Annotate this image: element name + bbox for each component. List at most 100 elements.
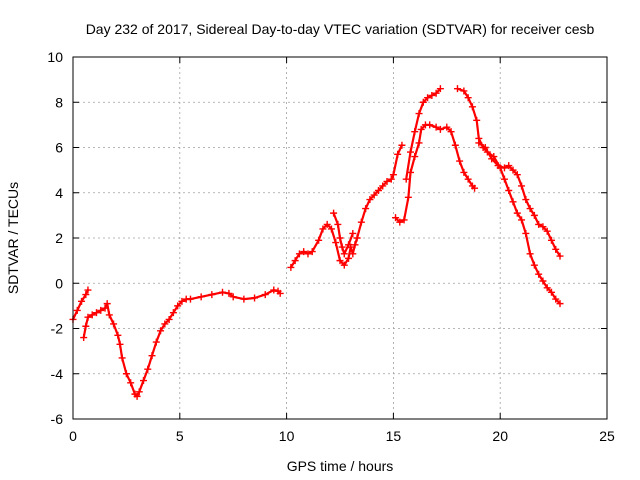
data-point bbox=[315, 236, 323, 244]
data-point bbox=[97, 306, 105, 314]
data-point bbox=[174, 302, 182, 310]
data-point bbox=[133, 392, 141, 400]
y-tick-label: 8 bbox=[55, 94, 63, 110]
data-point bbox=[402, 175, 410, 183]
data-point bbox=[518, 216, 526, 224]
data-point bbox=[135, 388, 143, 396]
data-point bbox=[530, 261, 538, 269]
data-point bbox=[394, 150, 402, 158]
data-point bbox=[389, 171, 397, 179]
x-tick-label: 15 bbox=[386, 428, 402, 444]
data-point bbox=[543, 284, 551, 292]
tick-layer: 0 5 10 15 20 25 -6 -4 -2 0 2 4 6 8 10 bbox=[47, 49, 615, 444]
data-point bbox=[500, 164, 508, 172]
data-point bbox=[276, 289, 284, 297]
data-point bbox=[415, 139, 423, 147]
data-point bbox=[327, 225, 335, 233]
data-point bbox=[509, 198, 517, 206]
y-tick-label: 6 bbox=[55, 140, 63, 156]
data-point bbox=[186, 295, 194, 303]
data-point bbox=[345, 241, 353, 249]
data-point bbox=[526, 205, 534, 213]
data-point bbox=[464, 175, 472, 183]
data-point bbox=[165, 315, 173, 323]
data-point bbox=[419, 98, 427, 106]
data-point bbox=[417, 125, 425, 133]
data-point bbox=[101, 304, 109, 312]
data-point bbox=[436, 125, 444, 133]
data-point bbox=[116, 340, 124, 348]
series-arc-5 bbox=[392, 121, 479, 226]
data-point bbox=[118, 354, 126, 362]
data-point bbox=[411, 128, 419, 136]
data-point bbox=[300, 248, 308, 256]
data-point bbox=[340, 261, 348, 269]
data-point bbox=[488, 155, 496, 163]
data-point bbox=[424, 94, 432, 102]
series-line bbox=[82, 288, 282, 398]
data-point bbox=[556, 252, 564, 260]
data-point bbox=[522, 229, 530, 237]
data-point bbox=[509, 166, 517, 174]
data-point bbox=[383, 177, 391, 185]
data-point bbox=[270, 286, 278, 294]
data-point bbox=[308, 248, 316, 256]
data-point bbox=[370, 191, 378, 199]
series-line bbox=[456, 87, 562, 305]
data-point bbox=[518, 182, 526, 190]
data-point bbox=[114, 331, 122, 339]
data-point bbox=[148, 352, 156, 360]
data-point bbox=[219, 288, 227, 296]
data-point bbox=[345, 254, 353, 262]
data-point bbox=[88, 311, 96, 319]
y-tick-label: 10 bbox=[47, 49, 63, 65]
series-arc-7 bbox=[453, 85, 564, 308]
data-point bbox=[161, 320, 169, 328]
data-point bbox=[475, 139, 483, 147]
series-line bbox=[477, 141, 562, 258]
data-point bbox=[411, 153, 419, 161]
data-point bbox=[443, 123, 451, 131]
data-point bbox=[396, 218, 404, 226]
data-point bbox=[122, 370, 130, 378]
data-point bbox=[505, 186, 513, 194]
data-point bbox=[304, 250, 312, 258]
data-point bbox=[481, 144, 489, 151]
data-point bbox=[225, 289, 233, 297]
data-point bbox=[152, 338, 160, 346]
data-point bbox=[362, 205, 370, 213]
data-point bbox=[82, 322, 90, 330]
data-point bbox=[208, 291, 216, 299]
data-point bbox=[543, 227, 551, 235]
y-tick-label: -6 bbox=[51, 411, 64, 427]
series-line bbox=[394, 123, 476, 224]
data-point bbox=[349, 229, 357, 237]
y-tick-label: 2 bbox=[55, 230, 63, 246]
data-point bbox=[105, 311, 113, 319]
data-point bbox=[415, 110, 423, 118]
data-point bbox=[404, 193, 412, 201]
data-point bbox=[552, 245, 560, 253]
data-point bbox=[84, 313, 92, 321]
data-point bbox=[447, 128, 455, 136]
data-point bbox=[522, 196, 530, 204]
data-point bbox=[406, 148, 414, 156]
data-point bbox=[539, 277, 547, 285]
data-point bbox=[530, 211, 538, 219]
data-point bbox=[92, 309, 100, 317]
data-point bbox=[287, 263, 295, 271]
series-arc-8 bbox=[475, 139, 564, 260]
data-point bbox=[535, 270, 543, 278]
data-point bbox=[336, 234, 344, 242]
data-point bbox=[460, 168, 468, 176]
data-point bbox=[197, 293, 205, 301]
data-point bbox=[340, 250, 348, 258]
data-point bbox=[471, 184, 479, 192]
data-point bbox=[451, 141, 459, 149]
data-point bbox=[157, 327, 165, 335]
data-point bbox=[513, 171, 521, 179]
data-point bbox=[351, 241, 359, 249]
data-point bbox=[332, 239, 340, 247]
